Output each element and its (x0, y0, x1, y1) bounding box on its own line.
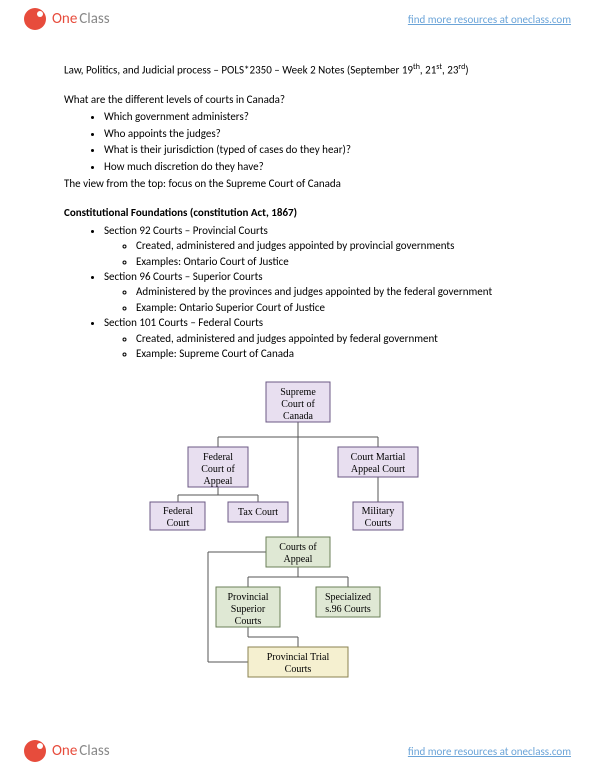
resources-link-top[interactable]: find more resources at oneclass.com (408, 13, 571, 26)
header: OneClass find more resources at oneclass… (0, 0, 595, 38)
page-title: Law, Politics, and Judicial process – PO… (64, 62, 531, 78)
node-spec-l2: s.96 Courts (325, 604, 371, 615)
title-pre: Law, Politics, and Judicial process – PO… (64, 64, 413, 77)
node-psc-l2: Superior (230, 604, 265, 615)
list-item: How much discretion do they have? (104, 159, 531, 174)
node-fc-l2: Court (166, 518, 189, 529)
list-item: Section 92 Courts – Provincial Courts Cr… (104, 223, 531, 269)
logo-icon (24, 740, 46, 762)
logo-text-one: One (52, 742, 77, 760)
title-mid1: , 21 (420, 64, 436, 77)
logo-footer: OneClass (24, 740, 110, 762)
node-coa-l2: Appeal (283, 554, 312, 565)
list-item: Example: Ontario Superior Court of Justi… (136, 300, 531, 315)
question-1: What are the different levels of courts … (64, 92, 531, 107)
list-item: Created, administered and judges appoint… (136, 238, 531, 253)
node-fca-l2: Court of (201, 464, 235, 475)
s101-title: Section 101 Courts – Federal Courts (104, 316, 263, 329)
list-item: Examples: Ontario Court of Justice (136, 254, 531, 269)
list-item: Section 96 Courts – Superior Courts Admi… (104, 269, 531, 315)
resources-link-bottom[interactable]: find more resources at oneclass.com (408, 745, 571, 758)
node-tax: Tax Court (237, 507, 277, 518)
court-hierarchy-diagram: Supreme Court of Canada Federal Court of… (148, 377, 448, 707)
title-sup1: th (413, 62, 420, 72)
node-coa-l1: Courts of (279, 542, 317, 553)
view-line: The view from the top: focus on the Supr… (64, 176, 531, 191)
list-item: Section 101 Courts – Federal Courts Crea… (104, 315, 531, 361)
list-item: Who appoints the judges? (104, 126, 531, 141)
logo-icon (24, 8, 46, 30)
node-fca-l1: Federal (203, 452, 233, 463)
list-item: Which government administers? (104, 109, 531, 124)
s101-sub: Created, administered and judges appoint… (136, 331, 531, 362)
node-fca-l3: Appeal (203, 476, 232, 487)
list-item: Administered by the provinces and judges… (136, 284, 531, 299)
footer: OneClass find more resources at oneclass… (0, 732, 595, 770)
page-content: Law, Politics, and Judicial process – PO… (0, 38, 595, 707)
node-scc-l3: Canada (283, 411, 314, 422)
section-heading: Constitutional Foundations (constitution… (64, 205, 531, 220)
list-item: Created, administered and judges appoint… (136, 331, 531, 346)
constitution-list: Section 92 Courts – Provincial Courts Cr… (104, 223, 531, 362)
node-ptc-l1: Provincial Trial (266, 652, 329, 663)
logo-text-class: Class (79, 10, 109, 28)
list-item: What is their jurisdiction (typed of cas… (104, 142, 531, 157)
s92-sub: Created, administered and judges appoint… (136, 238, 531, 269)
node-psc-l3: Courts (234, 616, 261, 627)
s96-title: Section 96 Courts – Superior Courts (104, 270, 263, 283)
list-item: Example: Supreme Court of Canada (136, 346, 531, 361)
node-cmac-l1: Court Martial (350, 452, 405, 463)
node-scc-l1: Supreme (280, 387, 316, 398)
logo-text-one: One (52, 10, 77, 28)
question-1-bullets: Which government administers? Who appoin… (104, 109, 531, 174)
node-mil-l2: Courts (364, 518, 391, 529)
title-mid2: , 23 (442, 64, 458, 77)
node-fc-l1: Federal (163, 506, 193, 517)
node-psc-l1: Provincial (227, 592, 268, 603)
node-ptc-l2: Courts (284, 664, 311, 675)
s92-title: Section 92 Courts – Provincial Courts (104, 224, 268, 237)
logo: OneClass (24, 8, 110, 30)
node-scc-l2: Court of (281, 399, 315, 410)
title-end: ) (465, 64, 468, 77)
node-spec-l1: Specialized (324, 592, 370, 603)
node-cmac-l2: Appeal Court (350, 464, 404, 475)
s96-sub: Administered by the provinces and judges… (136, 284, 531, 315)
logo-text-class: Class (79, 742, 109, 760)
node-mil-l1: Military (361, 506, 394, 517)
